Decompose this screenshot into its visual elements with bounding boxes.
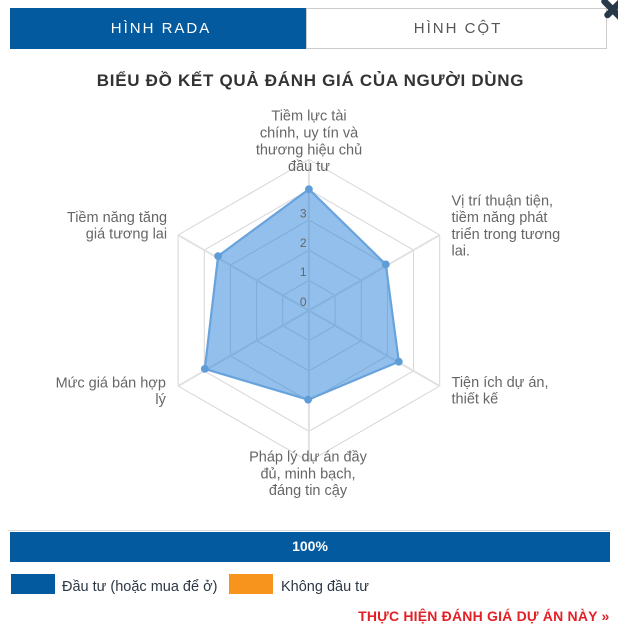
svg-text:3: 3 (300, 206, 307, 220)
svg-text:giá tương lai: giá tương lai (86, 227, 167, 243)
svg-text:thiết kế: thiết kế (452, 392, 499, 408)
svg-text:1: 1 (300, 265, 307, 279)
svg-text:đáng tin cậy: đáng tin cậy (269, 483, 348, 499)
svg-text:Tiềm lực tài: Tiềm lực tài (271, 109, 346, 125)
svg-text:tiềm năng phát: tiềm năng phát (452, 210, 548, 226)
svg-text:đủ, minh bạch,: đủ, minh bạch, (260, 466, 355, 482)
svg-text:lai.: lai. (452, 244, 471, 260)
svg-text:Vị trí thuận tiện,: Vị trí thuận tiện, (452, 193, 554, 209)
svg-text:0: 0 (300, 295, 307, 309)
svg-text:2: 2 (300, 236, 307, 250)
svg-text:triển trong tương: triển trong tương (452, 227, 561, 243)
svg-text:chính, uy tín và: chính, uy tín và (260, 126, 359, 142)
svg-text:Tiện ích dự án,: Tiện ích dự án, (452, 375, 549, 391)
svg-text:Tiềm năng tăng: Tiềm năng tăng (67, 210, 167, 226)
svg-text:Mức giá bán hợp: Mức giá bán hợp (56, 375, 166, 391)
svg-text:Pháp lý dự án đầy: Pháp lý dự án đầy (249, 450, 367, 466)
svg-text:lý: lý (155, 392, 166, 408)
svg-text:thương hiệu chủ: thương hiệu chủ (256, 142, 362, 158)
svg-text:đầu tư: đầu tư (288, 159, 330, 175)
